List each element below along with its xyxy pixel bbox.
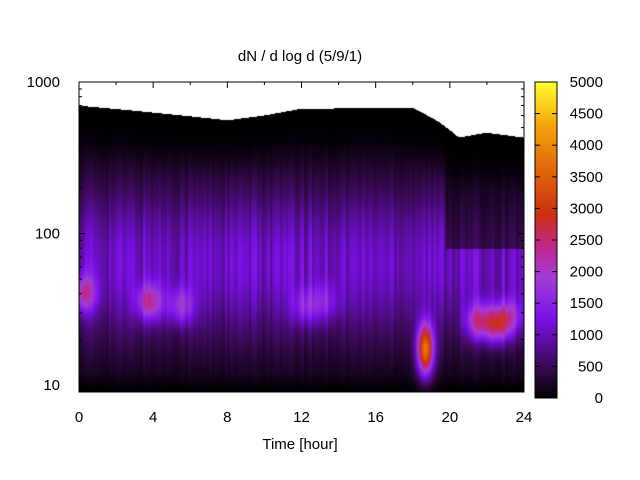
heatmap-area <box>79 82 524 392</box>
colorbar-axis: 0 500 1000 1500 2000 2500 3000 3500 4000 4500 5000 <box>535 74 603 407</box>
colorbar-tick-label: 2500 <box>570 232 603 249</box>
x-tick-label: 24 <box>516 409 533 426</box>
colorbar-tick-label: 500 <box>578 358 603 375</box>
colorbar <box>535 82 557 398</box>
y-tick-label: 10 <box>43 377 60 394</box>
colorbar-tick-label: 5000 <box>570 74 603 91</box>
x-tick-label: 4 <box>149 409 157 426</box>
x-axis: 0 4 8 12 16 20 24 <box>75 82 533 426</box>
x-axis-label: Time [hour] <box>262 436 337 453</box>
y-tick-label: 1000 <box>27 74 60 91</box>
heatmap-image <box>79 82 524 392</box>
colorbar-tick-label: 0 <box>595 390 603 407</box>
y-axis: 10 100 1000 <box>27 74 524 394</box>
colorbar-tick-label: 1000 <box>570 327 603 344</box>
colorbar-tick-label: 3000 <box>570 200 603 217</box>
colorbar-tick-label: 2000 <box>570 264 603 281</box>
y-tick-label: 100 <box>35 226 60 243</box>
x-tick-label: 16 <box>367 409 384 426</box>
colorbar-tick-label: 4500 <box>570 106 603 123</box>
colorbar-tick-label: 4000 <box>570 137 603 154</box>
chart-title: dN / d log d (5/9/1) <box>238 48 362 65</box>
x-tick-label: 0 <box>75 409 83 426</box>
x-tick-label: 8 <box>223 409 231 426</box>
x-tick-label: 12 <box>293 409 310 426</box>
colorbar-tick-label: 3500 <box>570 169 603 186</box>
x-tick-label: 20 <box>441 409 458 426</box>
colorbar-tick-label: 1500 <box>570 295 603 312</box>
